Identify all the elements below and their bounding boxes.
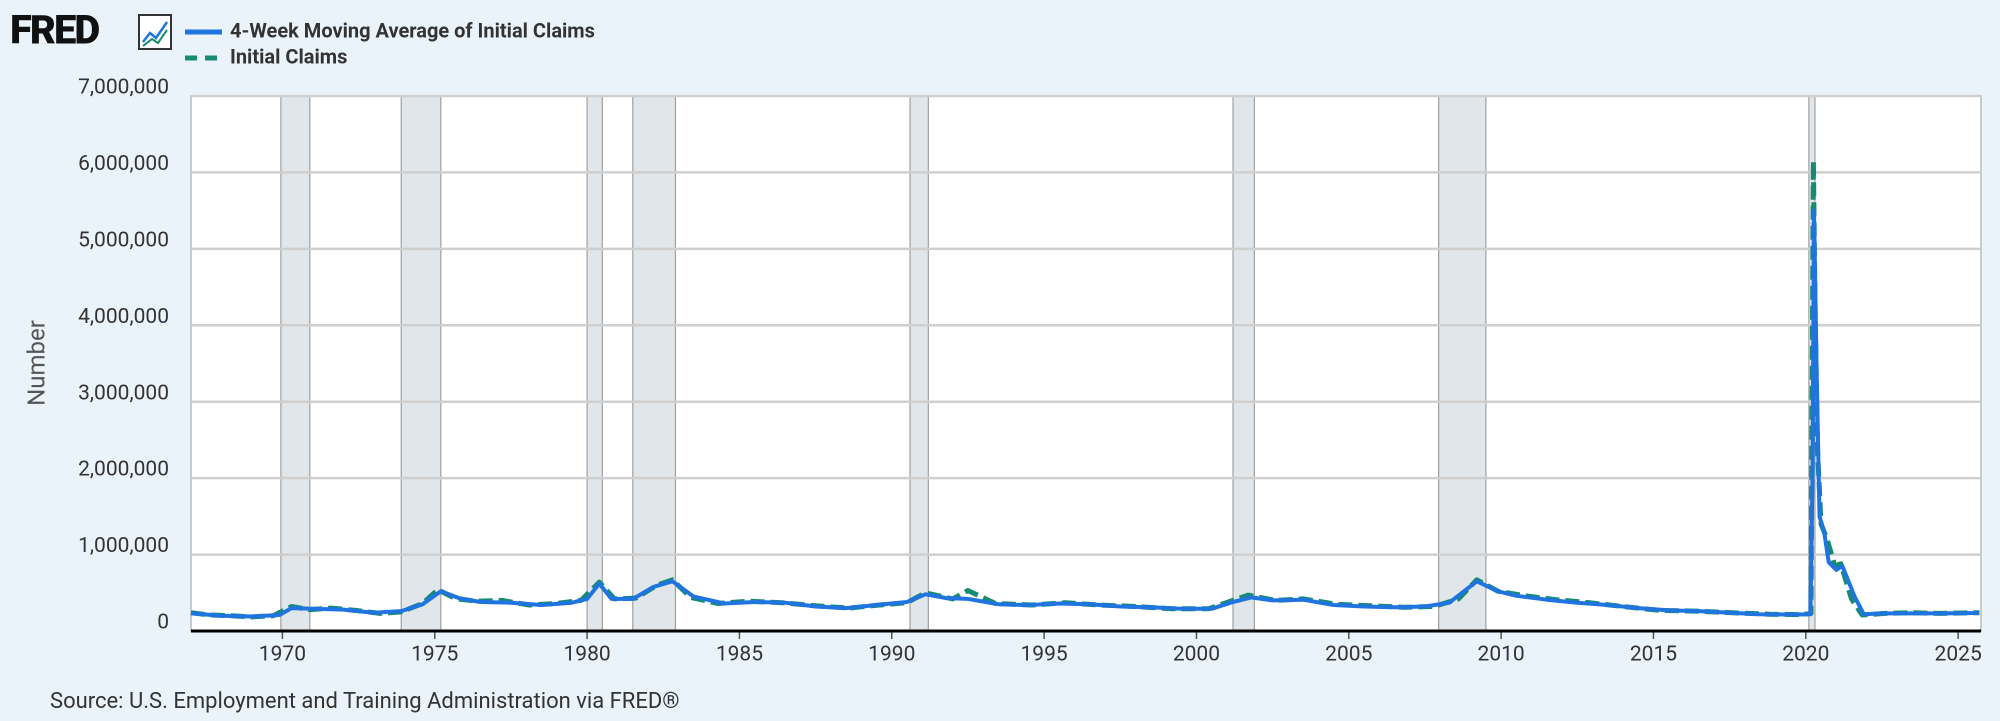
y-tick-label: 2,000,000 — [78, 458, 169, 482]
source: Source: U.S. Employment and Training Adm… — [50, 689, 680, 714]
x-tick-label: 2025 — [1935, 643, 1982, 667]
x-tick-label: 2020 — [1782, 643, 1829, 667]
recession-band — [586, 95, 603, 632]
x-tick-label: 1985 — [716, 643, 763, 667]
logo: FRED — [10, 7, 99, 54]
x-tick-label: 1995 — [1020, 643, 1067, 667]
y-tick-label: 1,000,000 — [78, 534, 169, 558]
y-tick-label: 6,000,000 — [78, 152, 169, 176]
x-tick-label: 2015 — [1630, 643, 1677, 667]
recession-band — [1232, 95, 1255, 632]
x-tick-label: 1975 — [411, 643, 458, 667]
recession-band — [909, 95, 929, 632]
recession-band — [632, 95, 677, 632]
legend-label: 4-Week Moving Average of Initial Claims — [230, 18, 595, 42]
y-tick-label: 7,000,000 — [78, 76, 169, 100]
x-tick-label: 2005 — [1325, 643, 1372, 667]
y-axis-label: Number — [22, 320, 50, 406]
recession-band — [400, 95, 442, 632]
series-line — [190, 208, 1980, 619]
chart-icon — [138, 14, 172, 50]
x-tick-label: 1990 — [868, 643, 915, 667]
y-tick-label: 5,000,000 — [78, 228, 169, 252]
legend-label: Initial Claims — [230, 44, 347, 68]
x-tick-label: 2010 — [1478, 643, 1525, 667]
y-tick-label: 4,000,000 — [78, 305, 169, 329]
x-tick-label: 1980 — [563, 643, 610, 667]
x-tick-label: 1970 — [259, 643, 306, 667]
plot-area — [190, 95, 1982, 632]
recession-band — [280, 95, 311, 632]
y-tick-label: 3,000,000 — [78, 381, 169, 405]
x-tick-label: 2000 — [1173, 643, 1220, 667]
y-tick-label: 0 — [157, 611, 169, 635]
recession-band — [1438, 95, 1487, 632]
